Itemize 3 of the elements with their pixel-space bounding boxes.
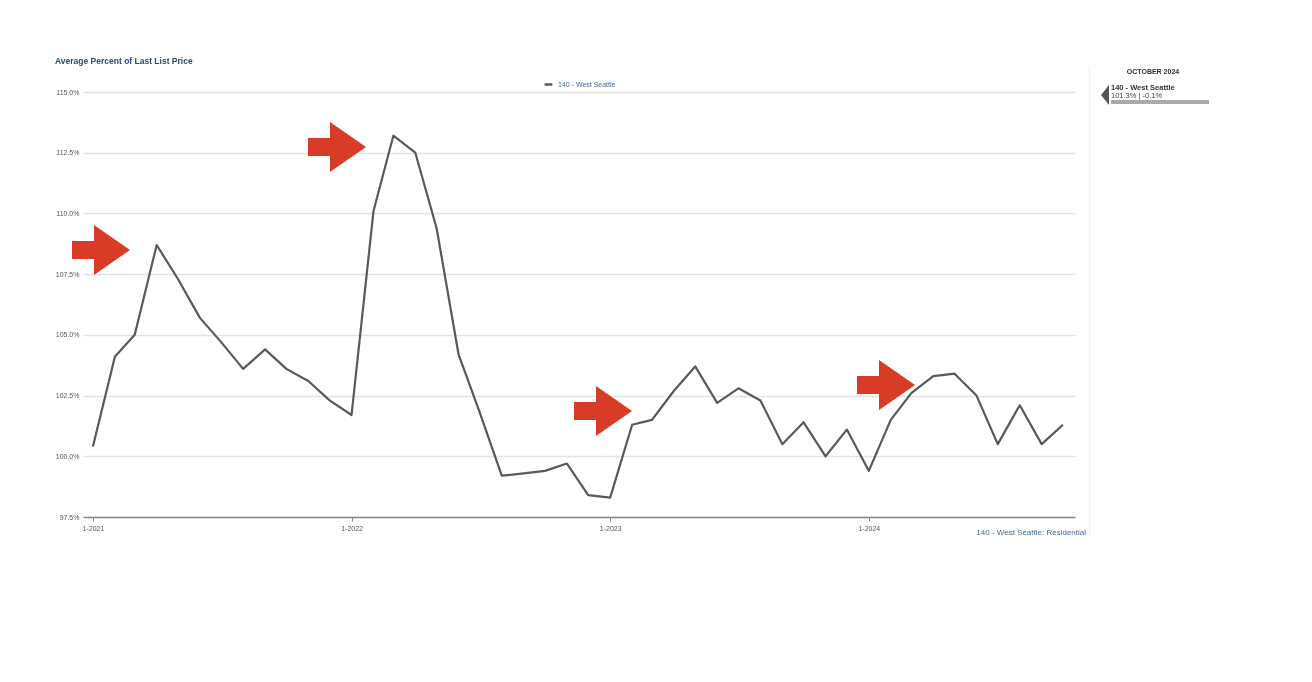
chart-title: Average Percent of Last List Price	[55, 55, 193, 66]
text: 140 - West Seattle: Residential	[976, 528, 1086, 537]
line-series	[91, 134, 1065, 499]
